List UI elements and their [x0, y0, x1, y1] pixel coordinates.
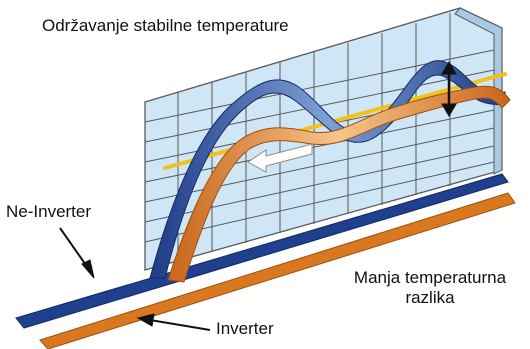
non-inverter-label: Ne-Inverter: [6, 202, 92, 221]
non-inverter-pointer-arrow: [59, 227, 95, 279]
smaller-temperature-difference-label: Manja temperaturna razlika: [330, 268, 530, 307]
amplitude-double-arrow-icon: [441, 61, 457, 117]
diagram-title: Održavanje stabilne temperature: [42, 16, 289, 35]
direction-arrow-icon: [247, 143, 313, 173]
inverter-wave: [167, 85, 511, 283]
smaller-temperature-difference-line2: razlika: [405, 287, 455, 307]
inverter-label: Inverter: [216, 319, 274, 338]
inverter-band: [39, 192, 516, 349]
smaller-temperature-difference-line1: Manja temperaturna: [353, 268, 507, 287]
non-inverter-band: [15, 173, 509, 329]
inverter-pointer-arrow: [136, 313, 211, 331]
